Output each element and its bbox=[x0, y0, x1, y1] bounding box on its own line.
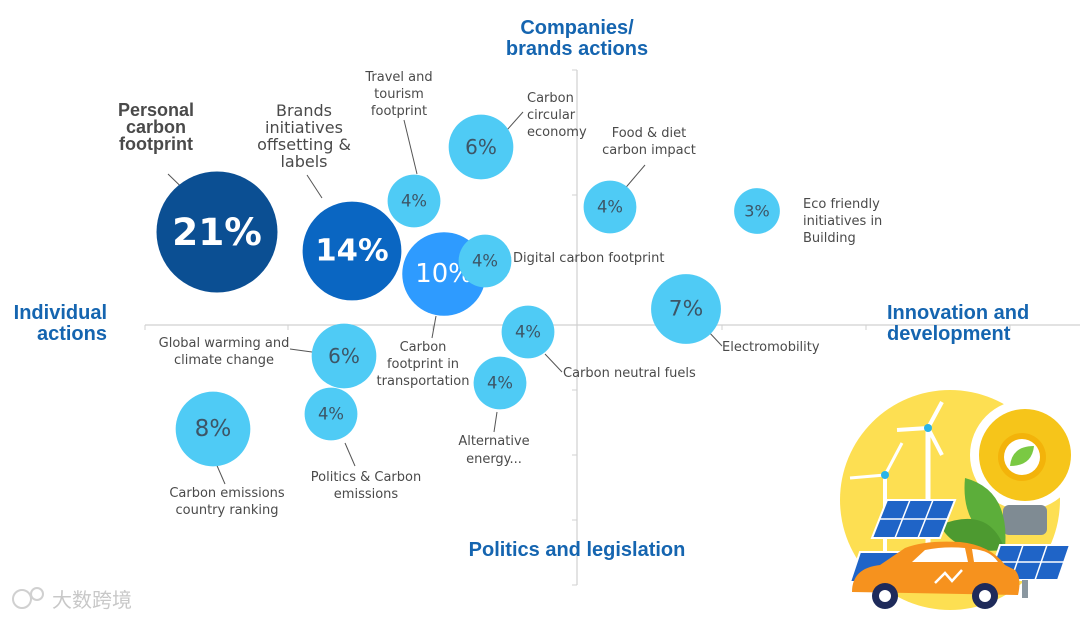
bubble-electromobility bbox=[651, 274, 721, 344]
label-travel-tourism: Travel and tourism footprint bbox=[364, 70, 432, 119]
bubble-politics-carbon-emissions bbox=[304, 387, 358, 441]
bubble-brands-initiatives-offsetting-labels bbox=[302, 201, 402, 301]
label-brands-initiatives: Brands initiatives offsetting & labels bbox=[257, 101, 351, 171]
axis-title-bottom: Politics and legislation bbox=[469, 539, 686, 561]
bubble-value-alternative-energy: 4% bbox=[487, 374, 513, 393]
green-energy-illustration bbox=[840, 390, 1080, 610]
bubble-alternative-energy bbox=[473, 356, 527, 410]
electric-car-icon bbox=[852, 541, 1020, 609]
bubble-value-digital-carbon-footprint: 4% bbox=[472, 252, 498, 271]
axis-ticks bbox=[144, 69, 1011, 586]
axis-title-left-line1: Individual bbox=[14, 302, 107, 324]
label-alternative-energy: Alternative energy... bbox=[458, 434, 529, 467]
light-bulb-icon bbox=[970, 400, 1080, 535]
label-carbon-circular-economy: Carbon circular economy bbox=[527, 91, 587, 140]
axis-title-right-line1: Innovation and bbox=[887, 302, 1029, 324]
axis-title-top-line2: brands actions bbox=[506, 38, 648, 60]
label-carbon-footprint-transportation: Carbon footprint in transportation bbox=[377, 340, 470, 389]
bubble-value-carbon-circular-economy: 6% bbox=[465, 135, 497, 159]
bubble-category-labels: Personal carbon footprint Brands initiative… bbox=[118, 70, 882, 518]
bubble-value-politics-carbon-emissions: 4% bbox=[318, 405, 344, 424]
bubble-digital-carbon-footprint bbox=[458, 234, 512, 288]
bubble-value-eco-friendly-initiatives-in-building: 3% bbox=[744, 202, 769, 221]
bubble-value-food-diet-carbon-impact: 4% bbox=[597, 198, 623, 217]
wind-turbine-icon bbox=[849, 401, 944, 560]
axis-title-left-line2: actions bbox=[37, 323, 107, 345]
bubble-value-global-warming-and-climate-change: 6% bbox=[328, 344, 360, 368]
bubble-value-personal-carbon-footprint: 21% bbox=[172, 210, 262, 254]
bubbles: 21% 14%10%8%7%6%6%4%4%4%4%4%4%3% bbox=[156, 114, 780, 467]
bubble-value-travel-and-tourism-footprint: 4% bbox=[401, 192, 427, 211]
bubble-value-electromobility: 7% bbox=[669, 297, 703, 322]
watermark: 大数跨境 bbox=[12, 587, 132, 612]
axis-title-top-line1: Companies/ bbox=[520, 17, 634, 39]
bubble-value-carbon-emissions-country-ranking: 8% bbox=[195, 416, 232, 442]
label-electromobility: Electromobility bbox=[722, 340, 820, 355]
bubble-personal-carbon-footprint bbox=[156, 171, 278, 293]
label-eco-friendly: Eco friendly initiatives in Building bbox=[803, 197, 882, 246]
bubble-eco-friendly-initiatives-in-building bbox=[734, 188, 780, 234]
bubble-food-diet-carbon-impact bbox=[583, 180, 637, 234]
bubble-travel-and-tourism-footprint bbox=[387, 174, 441, 228]
label-food-diet: Food & diet carbon impact bbox=[602, 126, 696, 158]
bubble-carbon-emissions-country-ranking bbox=[175, 391, 251, 467]
bubble-value-brands-initiatives-offsetting-labels: 14% bbox=[315, 234, 388, 269]
axis-title-right-line2: development bbox=[887, 323, 1011, 345]
leaf-icon bbox=[940, 518, 1005, 551]
bubble-value-carbon-neutral-fuels: 4% bbox=[515, 323, 541, 342]
leaf-icon bbox=[964, 478, 1006, 548]
bubble-carbon-circular-economy bbox=[448, 114, 514, 180]
bubble-global-warming-and-climate-change bbox=[311, 323, 377, 389]
label-country-ranking: Carbon emissions country ranking bbox=[169, 486, 285, 518]
label-digital-carbon-footprint: Digital carbon footprint bbox=[513, 251, 664, 266]
label-personal-carbon-footprint: Personal carbon footprint bbox=[118, 100, 194, 154]
bubble-carbon-neutral-fuels bbox=[501, 305, 555, 359]
label-carbon-neutral-fuels: Carbon neutral fuels bbox=[563, 366, 696, 381]
watermark-text: 大数跨境 bbox=[52, 588, 132, 612]
label-global-warming: Global warming and climate change bbox=[159, 336, 290, 368]
label-politics-carbon: Politics & Carbon emissions bbox=[311, 470, 421, 502]
